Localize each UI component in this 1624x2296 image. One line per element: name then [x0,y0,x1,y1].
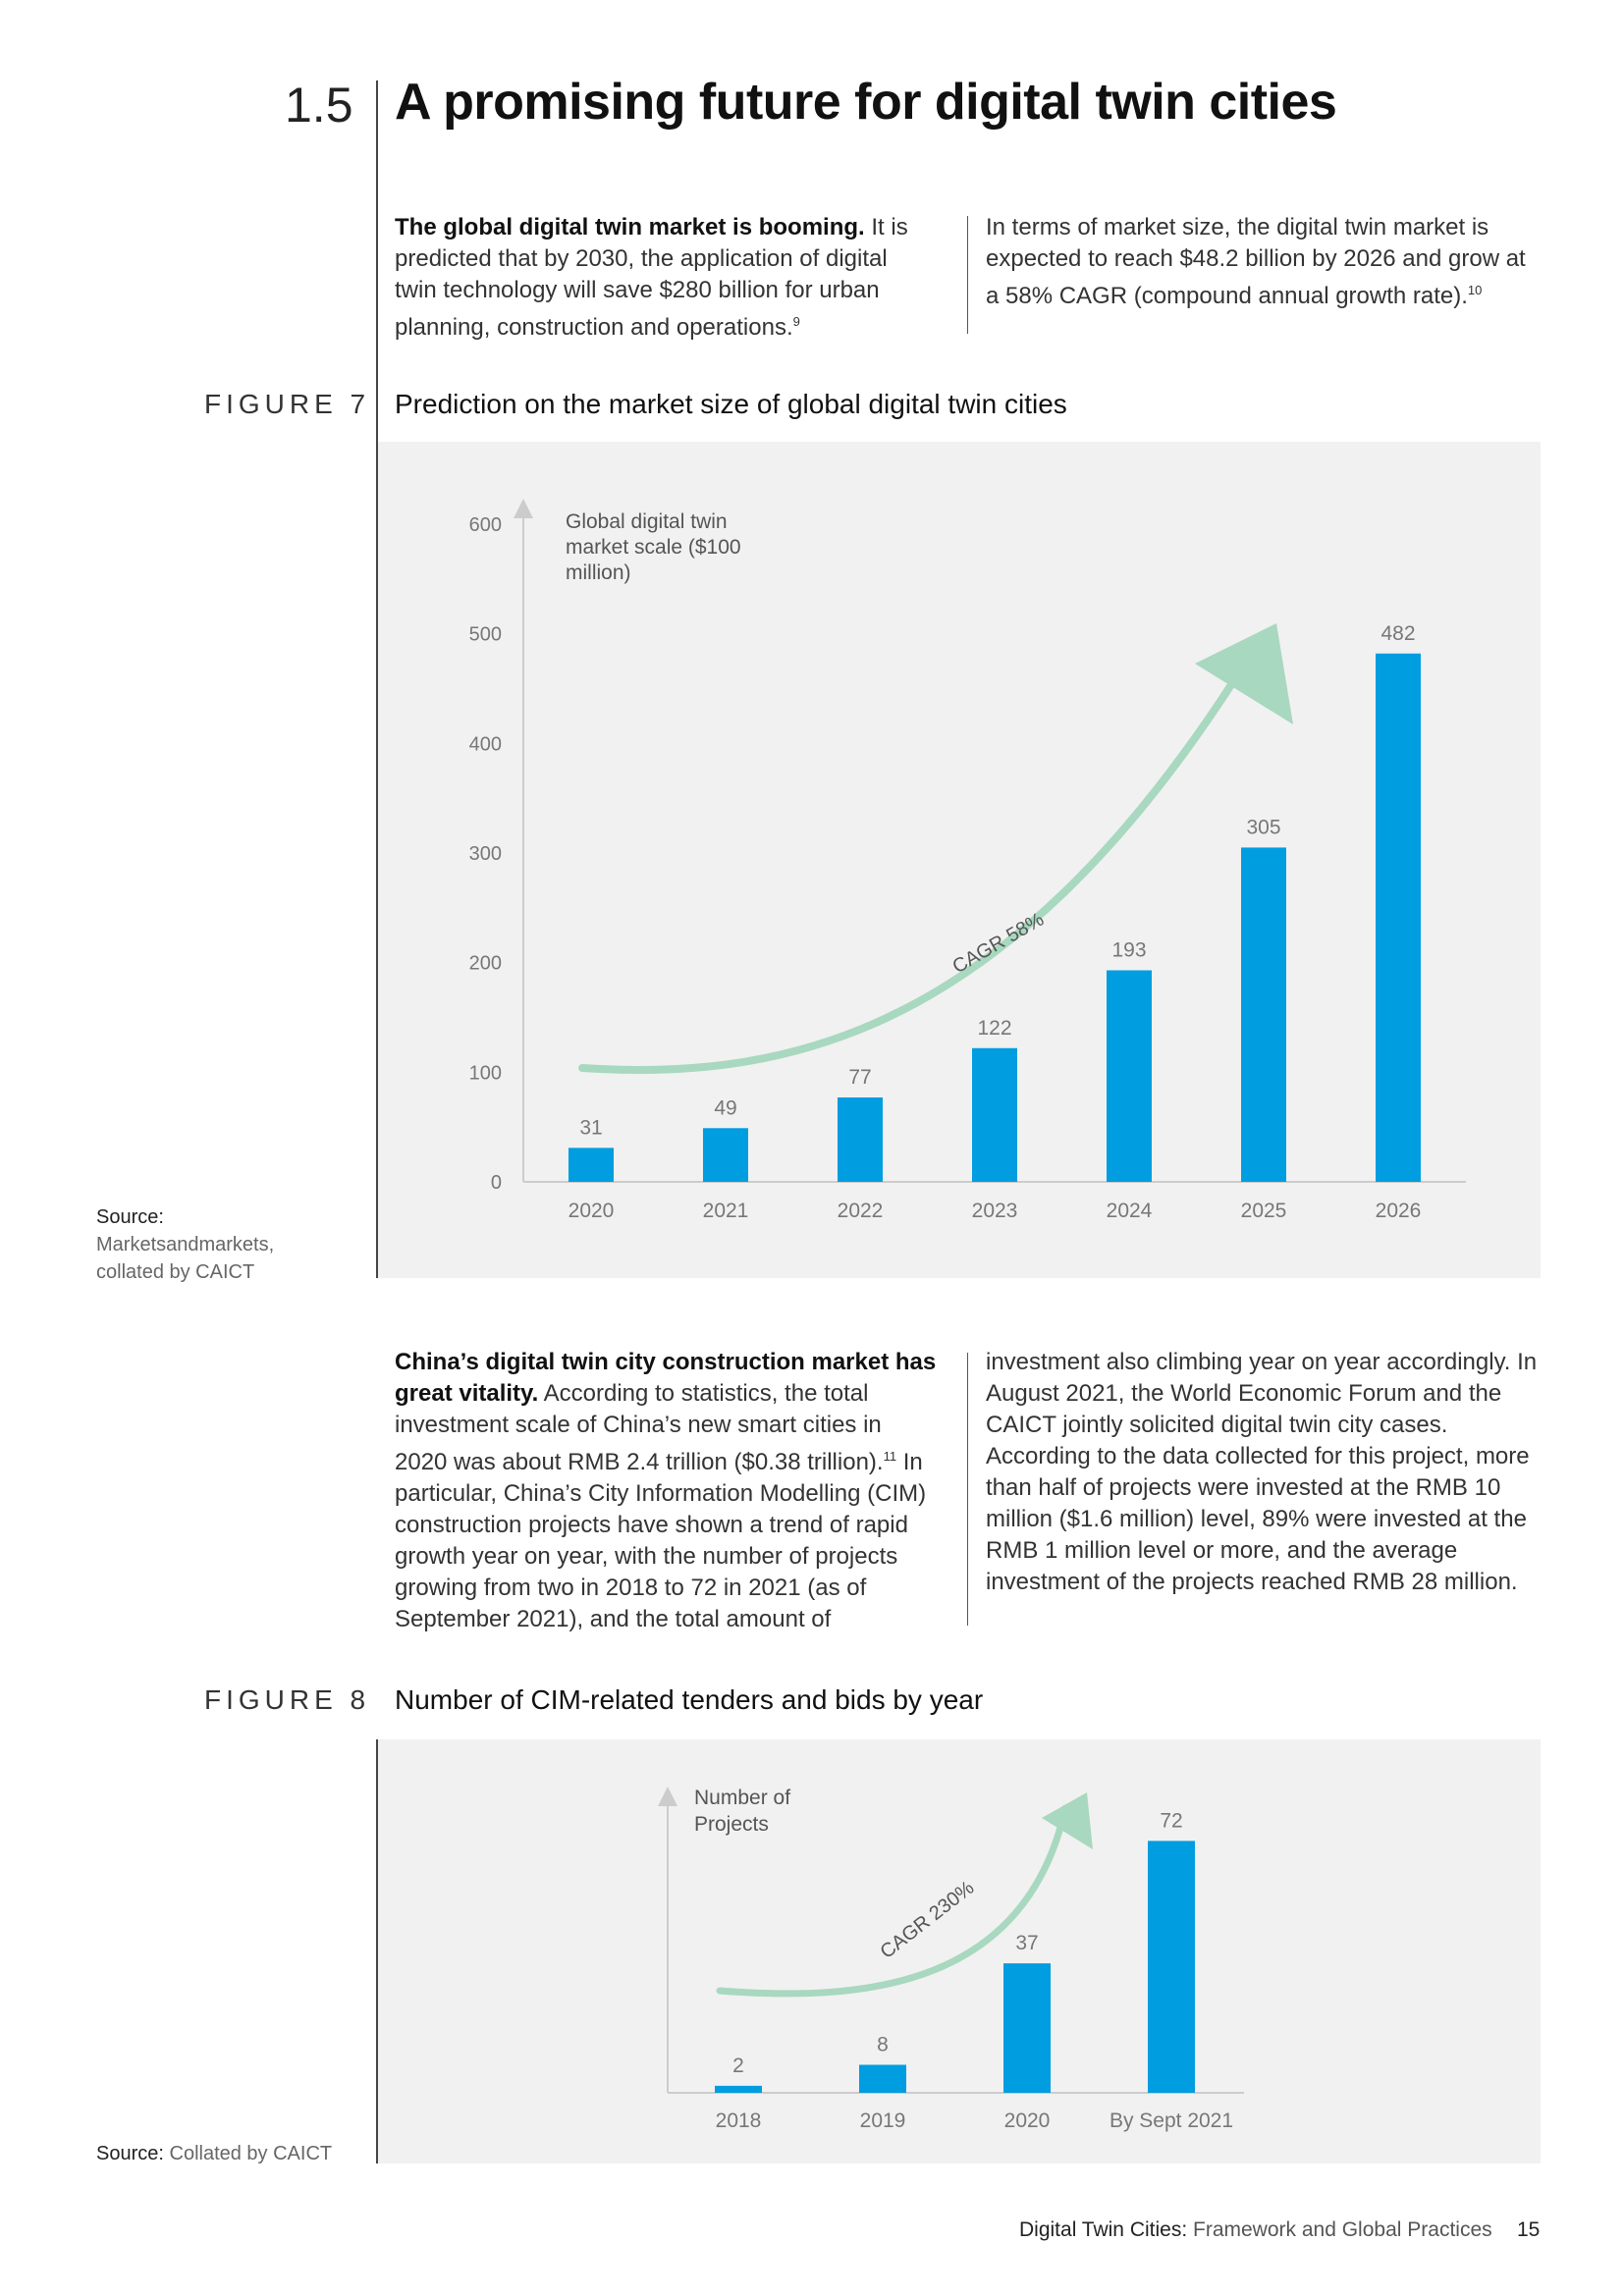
cagr-arrow-head [1195,623,1293,724]
cagr-arrow-shaft-fig8 [716,1804,1069,1998]
bar-2024 [1107,970,1152,1182]
section-number: 1.5 [285,78,353,133]
bar-value-label-fig8: 72 [1160,1809,1182,1832]
bar-value-label: 31 [579,1116,602,1139]
figure7-label: FIGURE 7 [204,389,371,419]
figure8-source-text: Collated by CAICT [169,2143,333,2164]
intro-left-ref: 9 [792,314,800,329]
figure7-chart-background [378,442,1541,1278]
middle-left-paragraph: China’s digital twin city construction m… [395,1347,937,1635]
y-tick-label: 200 [469,953,502,975]
bar-fig8-2019 [859,2064,906,2093]
y-axis-label-line: market scale ($100 [566,536,741,559]
middle-right-paragraph: investment also climbing year on year ac… [986,1349,1538,1595]
x-tick-label: 2026 [1376,1200,1422,1222]
cagr-label-fig8: CAGR 230% [877,1877,979,1963]
intro-right-paragraph: In terms of market size, the digital twi… [986,212,1536,312]
x-tick-label: 2021 [703,1200,749,1222]
bar-value-label: 77 [848,1066,871,1089]
intro-left-paragraph: The global digital twin market is boomin… [395,212,925,344]
bar-value-label: 49 [714,1096,736,1119]
x-tick-label: 2024 [1107,1200,1153,1222]
figure7-chart: CAGR 58% 0 100 200 300 400 500 600 Global digit… [469,499,1466,1222]
footer-title-bold: Digital Twin Cities: [1019,2218,1188,2241]
bar-value-label: 193 [1111,938,1146,961]
cagr-arrow-shaft [578,679,1236,1074]
bar-value-label: 305 [1246,816,1280,838]
footer-title-rest: Framework and Global Practices [1187,2218,1492,2241]
bar-fig8-2020 [1003,1963,1051,2093]
intro-right-ref: 10 [1467,283,1483,297]
bar-2025 [1241,847,1286,1182]
figure8-label: FIGURE 8 [204,1684,371,1715]
middle-left-bold: China’s digital twin city construction m… [395,1349,937,1407]
middle-left-ref: 11 [883,1449,897,1464]
bar-fig8-2018 [715,2085,762,2093]
x-tick-label-fig8: 2018 [716,2109,762,2132]
cagr-arrow-head-fig8 [1042,1792,1093,1849]
x-tick-label: 2023 [972,1200,1018,1222]
bar-value-label-fig8: 2 [732,2055,744,2077]
bar-2022 [838,1097,883,1182]
y-tick-label: 300 [469,843,502,865]
figure8-plot: Number of Projects 2 2018 8 2019 37 2020 72 By Se… [658,1787,1244,2132]
x-tick-label-fig8: 2020 [1004,2109,1051,2132]
figure8-divider-line [376,1739,378,2163]
figure7-divider-line [376,442,378,1278]
bar-value-label: 122 [977,1017,1011,1040]
intro-left-bold: The global digital twin market is boomin… [395,214,865,240]
y-tick-label: 400 [469,733,502,755]
bar-2023 [972,1047,1017,1182]
figure7-plot: 0 100 200 300 400 500 600 Global digital twin ma… [469,499,1466,1222]
bar-fig8-By-Sept-2021 [1148,1841,1195,2093]
figure7-source-text: Marketsandmarkets, collated by CAICT [96,1234,275,1283]
footer-title: Digital Twin Cities: Framework and Globa… [1019,2218,1492,2242]
middle-left-text-2: In particular, China’s City Information … [395,1449,927,1632]
figure8-source: Source: Collated by CAICT [96,2140,332,2167]
cagr-label: CAGR 58% [949,908,1049,978]
y-axis-label-line-fig8: Projects [694,1813,769,1836]
figure7-source: Source: Marketsandmarkets, collated by C… [96,1203,293,1286]
figure7-title: Prediction on the market size of global … [395,389,1067,419]
bar-value-label-fig8: 37 [1015,1932,1038,1954]
y-tick-label: 100 [469,1062,502,1084]
y-tick-label: 500 [469,624,502,646]
y-axis-label-line-fig8: Number of [694,1787,790,1809]
middle-left-text-1: According to statistics, the total inves… [395,1380,884,1475]
intro-right-text: In terms of market size, the digital twi… [986,214,1526,309]
bar-value-label-fig8: 8 [877,2033,889,2056]
page-number: 15 [1517,2218,1541,2241]
x-tick-label-fig8: 2019 [860,2109,906,2132]
y-tick-label: 0 [491,1172,502,1194]
x-tick-label: 2022 [838,1200,884,1222]
x-tick-label: 2020 [568,1200,615,1222]
y-tick-label: 600 [469,514,502,536]
middle-column-separator [967,1353,968,1626]
intro-left-text: It is predicted that by 2030, the applic… [395,214,908,341]
figure8-chart: CAGR 230% Number of Projects 2 2018 8 2019 37 2… [658,1787,1244,2132]
bar-2021 [703,1128,748,1182]
bar-2020 [568,1148,614,1182]
x-tick-label-fig8: By Sept 2021 [1110,2109,1233,2132]
bar-2026 [1376,653,1421,1182]
y-axis-label-line: million) [566,561,631,584]
intro-column-separator [967,216,968,334]
page-title: A promising future for digital twin citi… [395,74,1337,131]
figure8-title: Number of CIM-related tenders and bids b… [395,1684,984,1715]
x-tick-label: 2025 [1241,1200,1287,1222]
figure8-source-label: Source: [96,2143,164,2164]
bar-value-label: 482 [1380,622,1415,645]
figure7-source-label: Source: [96,1206,164,1228]
y-axis-label-line: Global digital twin [566,510,728,533]
